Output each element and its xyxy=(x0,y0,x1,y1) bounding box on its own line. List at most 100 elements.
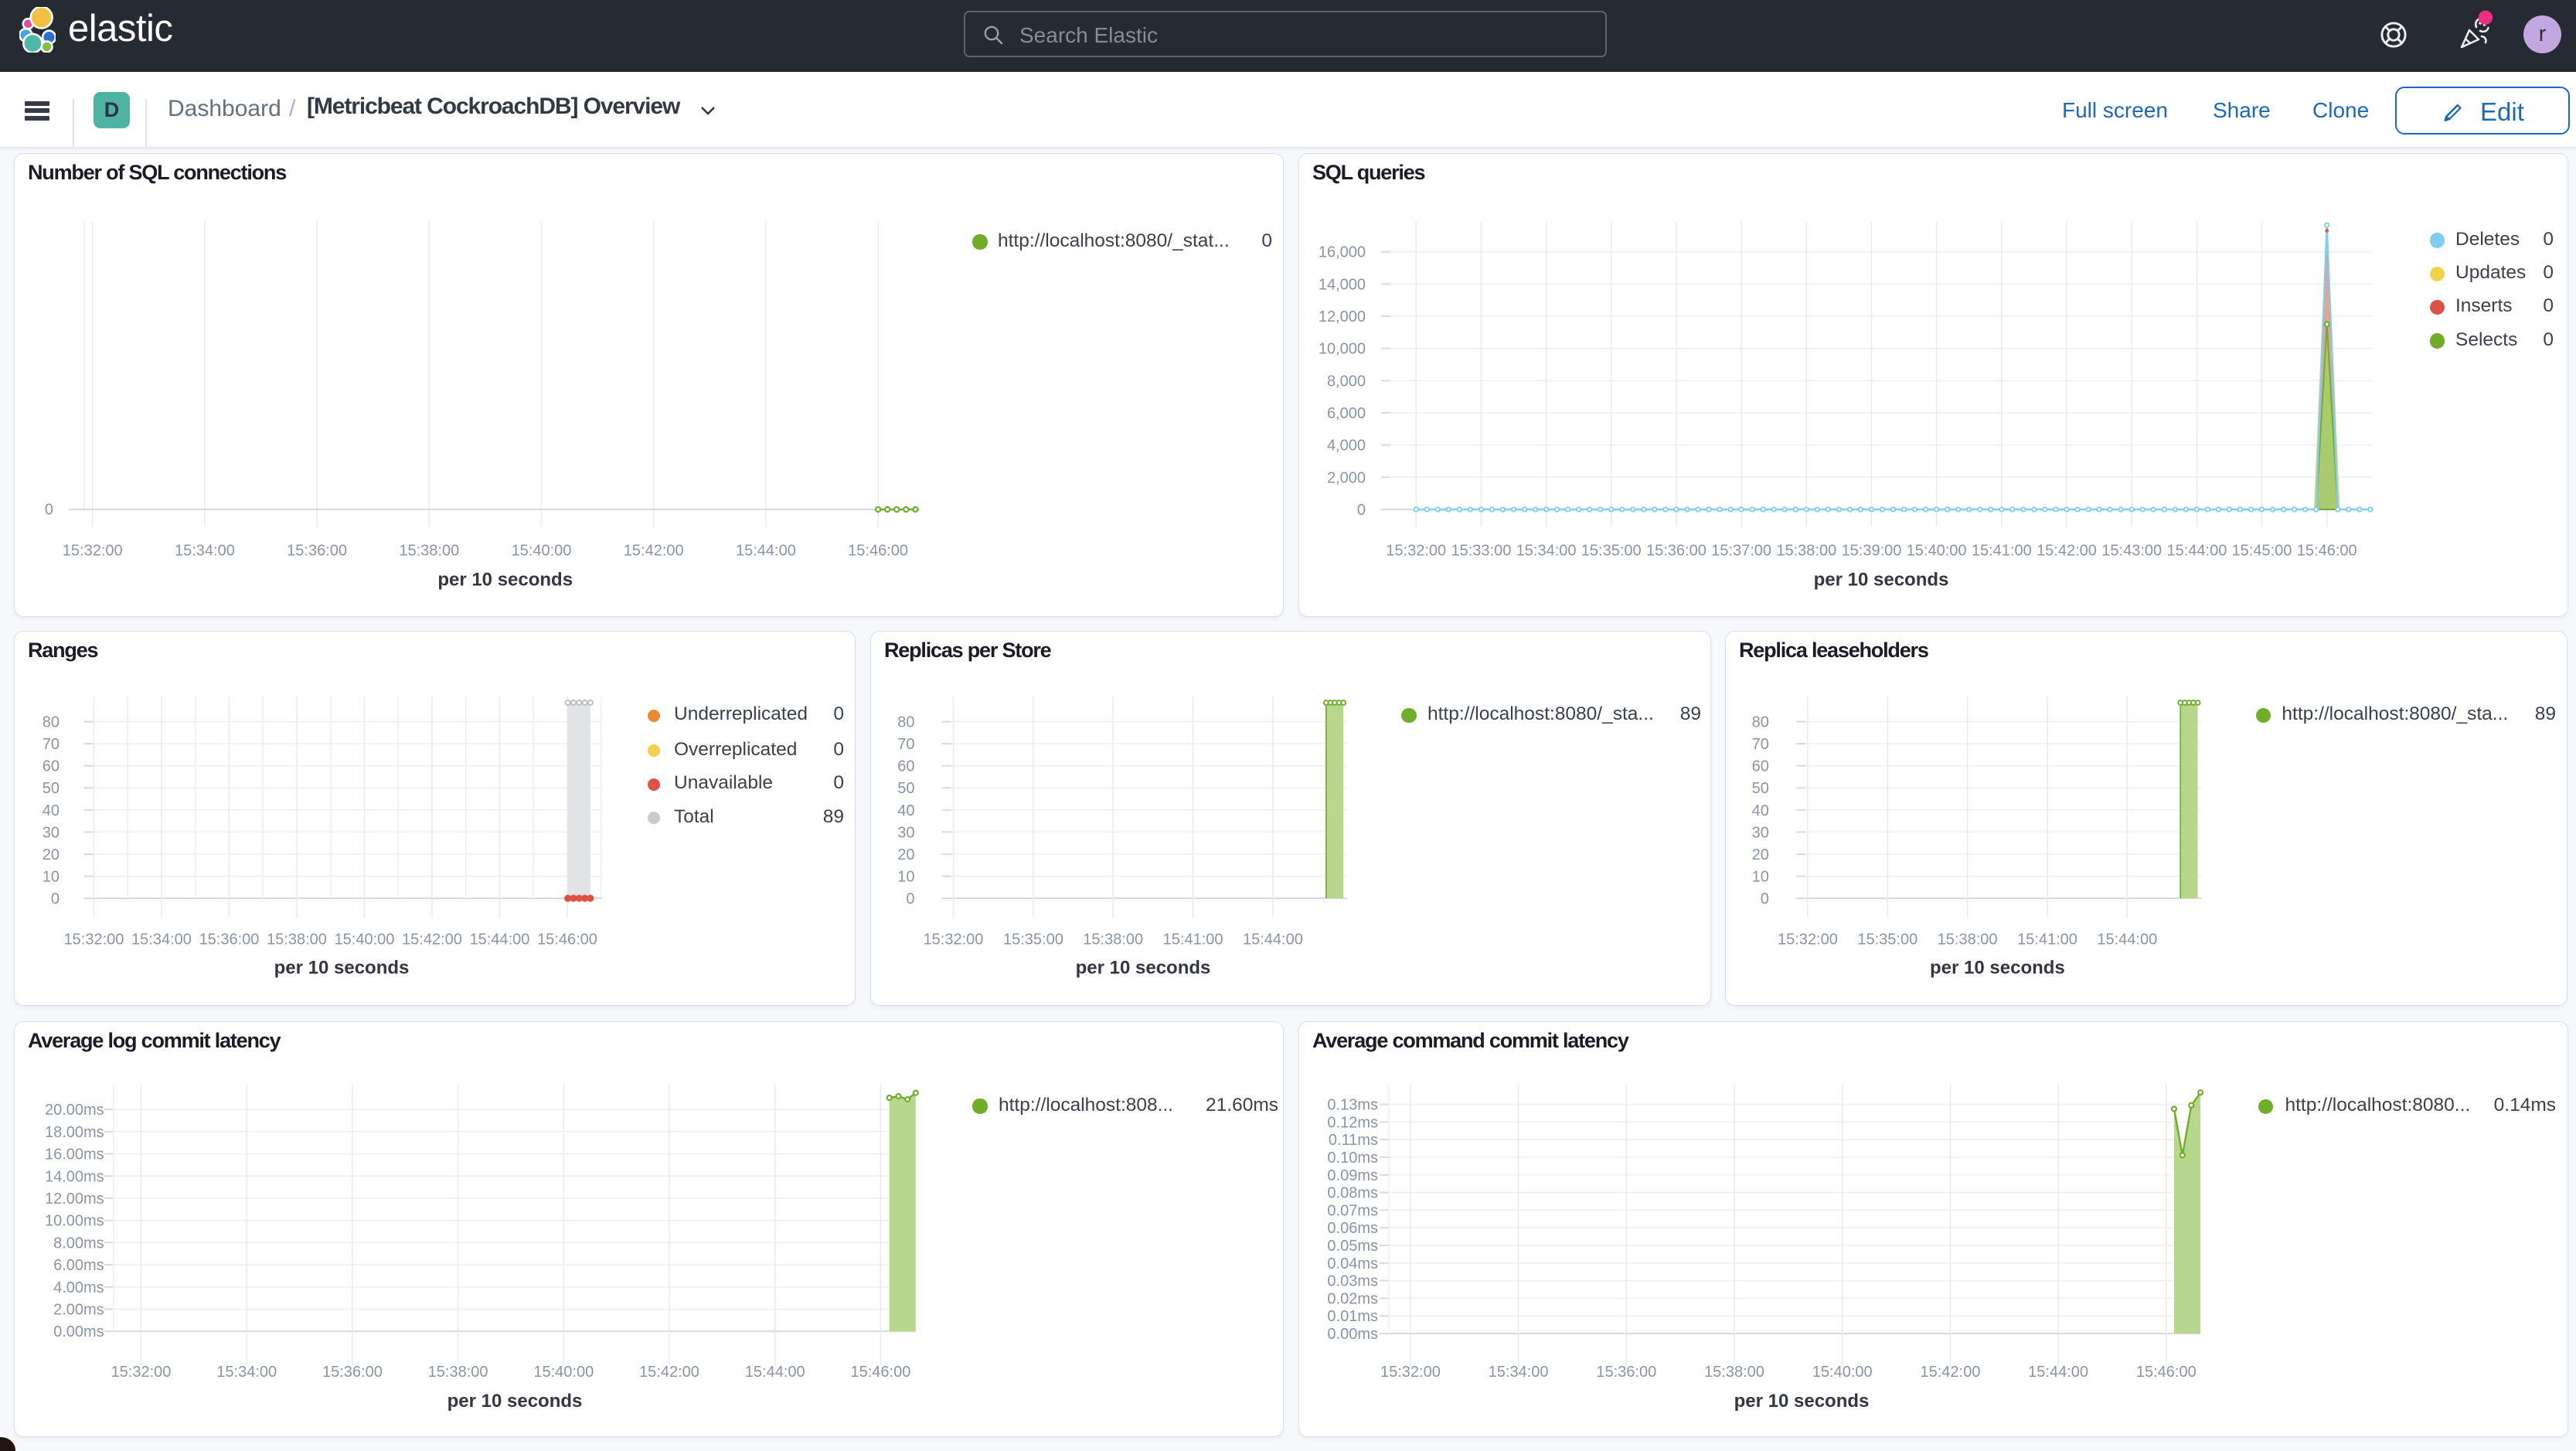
svg-text:50: 50 xyxy=(43,780,60,797)
svg-text:0.10ms: 0.10ms xyxy=(1327,1150,1378,1167)
svg-text:20: 20 xyxy=(43,846,60,863)
svg-text:60: 60 xyxy=(1752,758,1769,775)
svg-text:15:34:00: 15:34:00 xyxy=(131,931,192,948)
svg-text:15:46:00: 15:46:00 xyxy=(2136,1364,2197,1381)
svg-text:per 10 seconds: per 10 seconds xyxy=(447,1391,583,1412)
svg-text:15:32:00: 15:32:00 xyxy=(1386,542,1446,559)
svg-text:70: 70 xyxy=(1752,736,1769,753)
svg-text:14.00ms: 14.00ms xyxy=(45,1168,104,1185)
svg-text:18.00ms: 18.00ms xyxy=(45,1124,104,1141)
svg-text:15:32:00: 15:32:00 xyxy=(1380,1364,1441,1381)
svg-text:8.00ms: 8.00ms xyxy=(53,1235,104,1252)
svg-text:15:44:00: 15:44:00 xyxy=(1243,931,1303,948)
svg-text:15:46:00: 15:46:00 xyxy=(850,1364,910,1381)
svg-text:15:32:00: 15:32:00 xyxy=(111,1364,172,1381)
svg-text:12,000: 12,000 xyxy=(1319,308,1366,325)
svg-text:15:42:00: 15:42:00 xyxy=(2037,542,2097,559)
svg-text:6.00ms: 6.00ms xyxy=(53,1257,104,1274)
svg-text:70: 70 xyxy=(897,736,914,753)
svg-text:50: 50 xyxy=(1752,780,1769,797)
svg-text:15:42:00: 15:42:00 xyxy=(1920,1364,1980,1381)
svg-text:40: 40 xyxy=(43,802,60,819)
svg-text:per 10 seconds: per 10 seconds xyxy=(437,569,573,590)
svg-text:15:44:00: 15:44:00 xyxy=(470,931,530,948)
svg-text:0.04ms: 0.04ms xyxy=(1327,1255,1378,1272)
svg-text:per 10 seconds: per 10 seconds xyxy=(1814,569,1949,590)
svg-text:30: 30 xyxy=(43,824,60,841)
svg-text:15:40:00: 15:40:00 xyxy=(512,542,572,559)
svg-text:15:32:00: 15:32:00 xyxy=(924,931,984,948)
svg-text:10: 10 xyxy=(1752,869,1769,886)
svg-text:15:42:00: 15:42:00 xyxy=(639,1364,699,1381)
svg-text:16.00ms: 16.00ms xyxy=(45,1146,104,1163)
svg-text:0.05ms: 0.05ms xyxy=(1327,1238,1378,1255)
svg-text:15:44:00: 15:44:00 xyxy=(2097,931,2157,948)
svg-text:10: 10 xyxy=(43,869,60,886)
svg-text:15:46:00: 15:46:00 xyxy=(848,542,908,559)
svg-text:15:45:00: 15:45:00 xyxy=(2232,542,2292,559)
svg-text:15:36:00: 15:36:00 xyxy=(322,1364,383,1381)
svg-text:15:40:00: 15:40:00 xyxy=(335,931,395,948)
svg-text:15:44:00: 15:44:00 xyxy=(745,1364,805,1381)
svg-text:2.00ms: 2.00ms xyxy=(53,1302,104,1319)
svg-text:15:35:00: 15:35:00 xyxy=(1581,542,1642,559)
svg-text:20: 20 xyxy=(897,846,914,863)
svg-text:15:42:00: 15:42:00 xyxy=(402,931,462,948)
svg-text:30: 30 xyxy=(1752,824,1769,841)
svg-text:80: 80 xyxy=(43,714,60,731)
svg-text:15:34:00: 15:34:00 xyxy=(216,1364,277,1381)
svg-text:20: 20 xyxy=(1752,846,1769,863)
svg-text:15:35:00: 15:35:00 xyxy=(1857,931,1918,948)
svg-text:15:40:00: 15:40:00 xyxy=(1907,542,1967,559)
svg-text:15:41:00: 15:41:00 xyxy=(1163,931,1223,948)
svg-text:per 10 seconds: per 10 seconds xyxy=(1076,958,1211,979)
svg-text:15:38:00: 15:38:00 xyxy=(267,931,327,948)
svg-text:10: 10 xyxy=(897,869,914,886)
svg-text:14,000: 14,000 xyxy=(1319,276,1366,293)
svg-text:0.09ms: 0.09ms xyxy=(1327,1167,1378,1184)
svg-text:30: 30 xyxy=(897,824,914,841)
svg-text:80: 80 xyxy=(897,714,914,731)
svg-text:per 10 seconds: per 10 seconds xyxy=(1930,958,2065,979)
svg-text:15:40:00: 15:40:00 xyxy=(1812,1364,1873,1381)
svg-text:10,000: 10,000 xyxy=(1319,341,1366,358)
svg-text:8,000: 8,000 xyxy=(1327,373,1366,390)
svg-text:0.01ms: 0.01ms xyxy=(1327,1308,1378,1325)
svg-text:15:34:00: 15:34:00 xyxy=(1516,542,1577,559)
svg-text:15:35:00: 15:35:00 xyxy=(1003,931,1063,948)
svg-text:0: 0 xyxy=(906,891,914,908)
svg-text:50: 50 xyxy=(897,780,914,797)
svg-text:0: 0 xyxy=(51,891,60,908)
svg-text:0.13ms: 0.13ms xyxy=(1327,1097,1378,1114)
svg-text:15:36:00: 15:36:00 xyxy=(287,542,347,559)
svg-text:70: 70 xyxy=(43,736,60,753)
svg-text:15:33:00: 15:33:00 xyxy=(1451,542,1511,559)
svg-text:0: 0 xyxy=(45,502,53,519)
svg-text:15:43:00: 15:43:00 xyxy=(2101,542,2162,559)
svg-text:0.08ms: 0.08ms xyxy=(1327,1185,1378,1202)
svg-text:40: 40 xyxy=(1752,802,1769,819)
svg-text:15:38:00: 15:38:00 xyxy=(428,1364,488,1381)
svg-text:0.03ms: 0.03ms xyxy=(1327,1273,1378,1290)
svg-text:15:41:00: 15:41:00 xyxy=(2017,931,2077,948)
svg-text:15:36:00: 15:36:00 xyxy=(1596,1364,1656,1381)
svg-text:15:38:00: 15:38:00 xyxy=(399,542,459,559)
svg-text:15:36:00: 15:36:00 xyxy=(199,931,260,948)
svg-text:80: 80 xyxy=(1752,714,1769,731)
svg-text:2,000: 2,000 xyxy=(1327,469,1366,486)
svg-text:15:38:00: 15:38:00 xyxy=(1938,931,1998,948)
svg-text:0.07ms: 0.07ms xyxy=(1327,1202,1378,1219)
svg-text:60: 60 xyxy=(43,758,60,775)
svg-text:15:46:00: 15:46:00 xyxy=(2297,542,2357,559)
svg-text:15:32:00: 15:32:00 xyxy=(63,542,123,559)
svg-text:15:32:00: 15:32:00 xyxy=(64,931,124,948)
svg-text:15:36:00: 15:36:00 xyxy=(1646,542,1707,559)
svg-text:20.00ms: 20.00ms xyxy=(45,1102,104,1119)
svg-text:60: 60 xyxy=(897,758,914,775)
svg-text:12.00ms: 12.00ms xyxy=(45,1190,104,1207)
svg-text:15:41:00: 15:41:00 xyxy=(1972,542,2032,559)
svg-text:per 10 seconds: per 10 seconds xyxy=(1734,1391,1870,1412)
svg-text:4.00ms: 4.00ms xyxy=(53,1279,104,1296)
svg-text:15:39:00: 15:39:00 xyxy=(1842,542,1902,559)
svg-text:15:44:00: 15:44:00 xyxy=(736,542,796,559)
